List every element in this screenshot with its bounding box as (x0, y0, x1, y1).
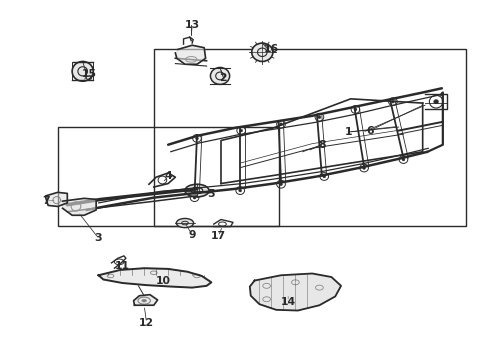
Text: 15: 15 (81, 69, 97, 79)
Text: 17: 17 (211, 231, 226, 242)
Text: 4: 4 (164, 171, 172, 181)
Ellipse shape (280, 123, 282, 126)
Ellipse shape (142, 299, 147, 302)
Ellipse shape (363, 167, 366, 170)
Ellipse shape (434, 100, 439, 104)
Ellipse shape (402, 158, 405, 161)
Polygon shape (175, 45, 206, 64)
Ellipse shape (185, 184, 209, 197)
Ellipse shape (240, 129, 243, 132)
Text: 16: 16 (264, 45, 279, 54)
Bar (154, 49, 466, 226)
Bar (58, 127, 279, 226)
Text: 13: 13 (185, 20, 200, 30)
Ellipse shape (252, 43, 273, 62)
Text: 6: 6 (366, 126, 374, 136)
Text: 1: 1 (344, 127, 352, 138)
Text: 9: 9 (189, 230, 196, 240)
Ellipse shape (280, 183, 282, 186)
Text: 14: 14 (281, 297, 296, 307)
Ellipse shape (354, 108, 357, 111)
Ellipse shape (72, 62, 93, 81)
Text: 7: 7 (42, 196, 49, 206)
Ellipse shape (392, 100, 394, 103)
Ellipse shape (323, 175, 326, 178)
Ellipse shape (318, 116, 321, 118)
Text: 11: 11 (115, 261, 130, 271)
Text: 3: 3 (95, 233, 102, 243)
Polygon shape (250, 274, 341, 311)
Text: 5: 5 (208, 189, 215, 199)
Polygon shape (98, 268, 211, 288)
Ellipse shape (196, 137, 198, 140)
Ellipse shape (193, 196, 196, 199)
Polygon shape (63, 198, 96, 215)
Ellipse shape (239, 189, 242, 192)
Text: 2: 2 (220, 73, 227, 83)
Ellipse shape (210, 67, 230, 84)
Polygon shape (46, 192, 67, 207)
Ellipse shape (176, 219, 194, 228)
Text: 12: 12 (139, 318, 154, 328)
Text: 10: 10 (156, 275, 171, 285)
Text: 8: 8 (318, 140, 325, 150)
Polygon shape (134, 294, 158, 305)
